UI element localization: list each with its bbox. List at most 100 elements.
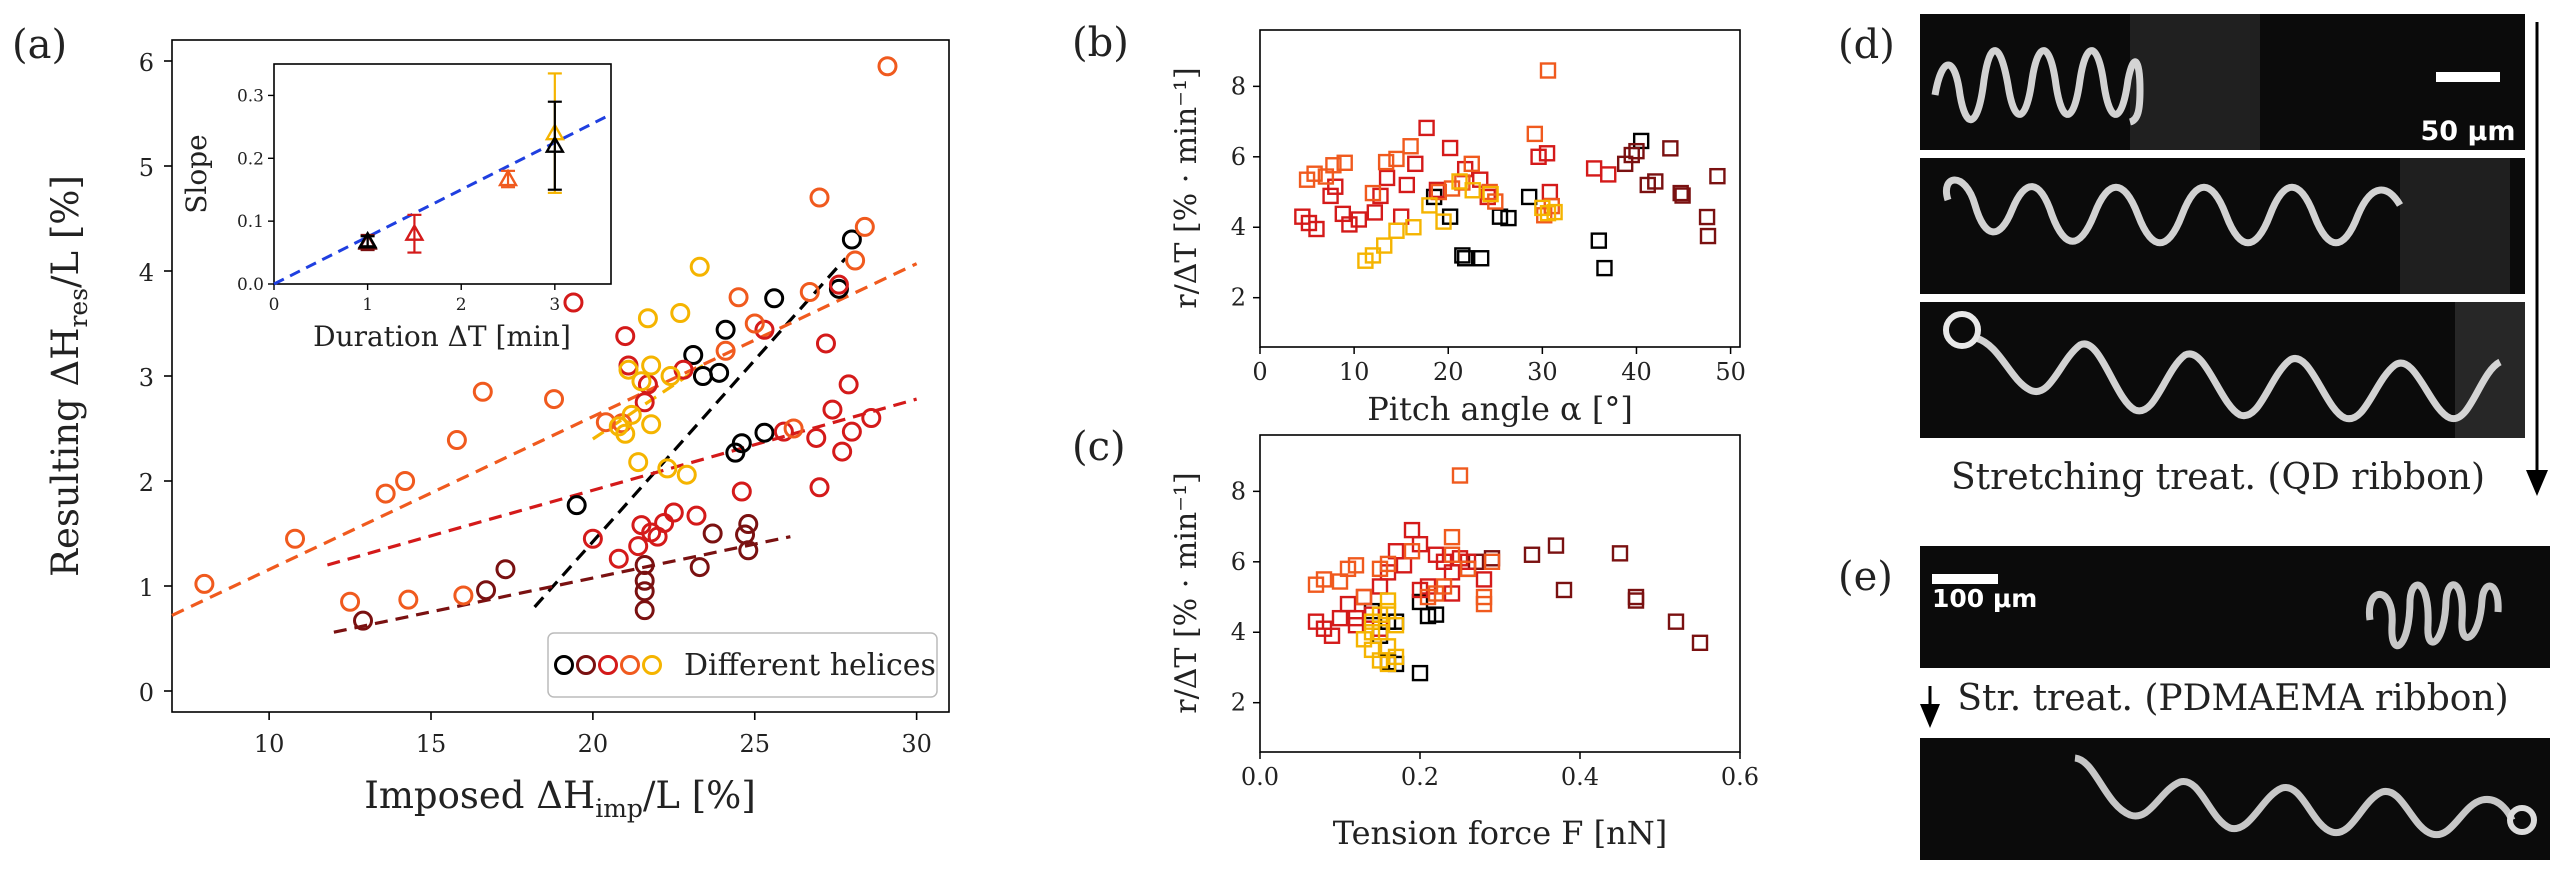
scale-bar-d-label: 50 μm: [2421, 116, 2516, 147]
legend-marker: [620, 655, 640, 675]
point-black: [1596, 259, 1613, 277]
point-darkred: [702, 523, 723, 544]
caption-d: Stretching treat. (QD ribbon): [1951, 457, 2485, 498]
panel-b: (b) 0 10 20 30 40 50 2 4 6 8 r/ΔT [% · min⁻¹] Pi…: [1072, 20, 1746, 428]
point-yellow: [1405, 219, 1422, 236]
point-orange: [1306, 165, 1323, 182]
point-darkred: [1628, 142, 1645, 160]
panel-a-ylabel: Resulting ΔHres/L [%]: [44, 175, 93, 577]
point-darkred: [1611, 545, 1629, 562]
point-orange: [783, 418, 804, 439]
point-red: [1600, 166, 1617, 183]
point-red: [1308, 220, 1325, 238]
scale-bar-e: [1932, 574, 1998, 584]
point-black: [1500, 209, 1517, 227]
point-orange: [1463, 155, 1480, 173]
panel-e-label: (e): [1838, 554, 1893, 600]
micrograph-e2: [1920, 738, 2550, 860]
point-red: [1395, 557, 1413, 574]
point-orange: [285, 528, 306, 549]
point-orange: [1483, 553, 1501, 570]
point-red: [1327, 178, 1344, 195]
point-red: [1347, 609, 1365, 627]
ytick-label: 1: [139, 574, 154, 602]
panel-c-xticks: 0.0 0.2 0.4 0.6: [1241, 752, 1759, 791]
xtick-label: 20: [578, 730, 609, 758]
point-yellow: [1363, 624, 1381, 641]
point-black: [1454, 247, 1471, 264]
micrograph-d3: [1920, 302, 2525, 438]
point-yellow: [1546, 203, 1563, 221]
panel-c-axes-frame: [1259, 434, 1741, 753]
point-orange: [1364, 184, 1382, 202]
point-black: [1472, 250, 1490, 267]
inset-triangle-marker: [357, 230, 378, 249]
xtick-label: 50: [1715, 358, 1746, 386]
point-black: [1520, 188, 1538, 206]
panel-b-ylabel: r/ΔT [% · min⁻¹]: [1169, 67, 1204, 308]
point-red: [1538, 145, 1556, 162]
panel-a-xticks: 10 15 20 25 30: [254, 712, 932, 758]
point-yellow: [1387, 617, 1405, 634]
point-red: [861, 408, 882, 428]
point-orange: [398, 589, 419, 610]
point-black: [692, 366, 713, 386]
point-darkred: [738, 514, 759, 535]
xtick-label: 30: [1527, 358, 1558, 386]
legend-marker: [576, 655, 596, 675]
point-yellow: [618, 359, 639, 380]
point-orange: [728, 287, 749, 308]
point-darkred: [634, 600, 655, 621]
point-red: [1350, 211, 1368, 228]
point-black: [683, 345, 704, 365]
point-red: [1371, 578, 1389, 595]
point-black: [709, 362, 730, 383]
point-yellow: [670, 303, 691, 323]
point-red: [1418, 119, 1435, 137]
point-black: [566, 495, 587, 516]
point-red: [1339, 595, 1357, 613]
point-black: [1632, 132, 1650, 150]
point-yellow: [628, 452, 649, 473]
point-orange: [375, 483, 396, 504]
point-darkred: [1698, 208, 1716, 226]
point-orange: [472, 381, 493, 402]
ytick-label: 8: [1231, 477, 1246, 505]
ytick-label: 6: [1231, 143, 1246, 171]
point-yellow: [660, 366, 681, 386]
point-red: [1530, 148, 1547, 166]
caption-e: Str. treat. (PDMAEMA ribbon): [1957, 678, 2508, 719]
point-yellow: [631, 371, 652, 392]
ytick-label: 6: [139, 49, 154, 77]
panel-a-yticks: 0 1 2 3 4 5 6: [139, 49, 172, 707]
inset-xtick-label: 0: [269, 295, 280, 315]
point-orange: [1325, 157, 1342, 174]
panel-b-label: (b): [1072, 20, 1129, 66]
xtick-label: 0: [1252, 358, 1267, 386]
point-red: [1378, 169, 1396, 187]
point-red: [1441, 139, 1459, 157]
point-red: [838, 374, 859, 395]
point-orange: [799, 282, 820, 302]
panel-c-yticks: 2 4 6 8: [1231, 477, 1260, 717]
point-yellow: [1364, 247, 1382, 264]
point-orange: [1459, 560, 1477, 578]
point-darkred: [1647, 173, 1664, 190]
point-orange: [1336, 154, 1353, 171]
point-orange: [1315, 571, 1333, 588]
inset-ytick-label: 0.1: [237, 212, 264, 232]
inset-yticks: 0.0 0.1 0.2 0.3: [237, 86, 274, 295]
point-yellow: [1371, 606, 1389, 623]
point-orange: [395, 471, 416, 491]
point-orange: [1526, 125, 1544, 143]
xtick-label: 0.4: [1561, 763, 1599, 791]
point-red: [1585, 160, 1603, 177]
point-red: [841, 421, 862, 442]
panel-a-inset: 0 1 2 3 0.0 0.1 0.2 0.3 Slope Duration ΔT [min…: [180, 63, 612, 353]
point-red: [828, 274, 849, 295]
ytick-label: 2: [139, 469, 154, 497]
point-orange: [854, 216, 875, 237]
panel-c-points: [1307, 467, 1709, 682]
